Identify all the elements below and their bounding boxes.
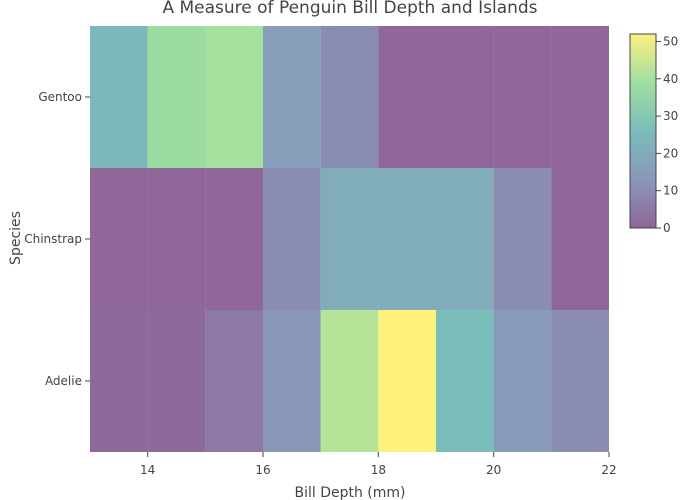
heatmap-cell <box>90 168 148 310</box>
x-tick-label: 16 <box>255 463 270 477</box>
colorbar-tick-label: 50 <box>663 34 678 48</box>
x-axis-label: Bill Depth (mm) <box>294 485 405 500</box>
heatmap-cell <box>147 26 206 168</box>
colorbar-gradient <box>629 33 657 229</box>
heatmap-cell <box>263 310 321 452</box>
colorbar-tick-label: 10 <box>663 184 678 198</box>
heatmap-cell <box>378 26 436 168</box>
heatmap-cell <box>263 168 321 310</box>
y-tick-label: Chinstrap <box>24 232 82 246</box>
heatmap-cell <box>436 26 494 168</box>
heatmap-cell <box>90 26 148 168</box>
colorbar-tick-label: 20 <box>663 146 678 160</box>
y-tick-label: Adelie <box>45 374 82 388</box>
heatmap-cell <box>205 168 263 310</box>
heatmap-cell <box>90 310 148 452</box>
x-tick-label: 14 <box>140 463 155 477</box>
x-axis: 14 16 18 20 22 <box>140 452 617 477</box>
y-axis-label: Species <box>8 211 24 265</box>
heatmap-cell <box>205 26 263 168</box>
heatmap-cell <box>551 310 609 452</box>
x-tick-label: 22 <box>601 463 616 477</box>
y-axis: Adelie Chinstrap Gentoo <box>24 90 90 388</box>
heatmap-cell <box>263 26 321 168</box>
heatmap-cell <box>320 310 379 452</box>
heatmap-cell <box>320 168 379 310</box>
y-tick-label: Gentoo <box>38 90 82 104</box>
heatmap-cell <box>493 310 552 452</box>
chart-title: A Measure of Penguin Bill Depth and Isla… <box>162 0 537 18</box>
colorbar-tick-label: 30 <box>663 109 678 123</box>
heatmap-cell <box>436 310 494 452</box>
heatmap-cell <box>320 26 379 168</box>
x-tick-label: 18 <box>371 463 386 477</box>
heatmap-cell <box>493 26 552 168</box>
heatmap-cell <box>147 310 206 452</box>
heatmap-cell <box>551 168 609 310</box>
heatmap-cell <box>493 168 552 310</box>
colorbar: 0 10 20 30 40 50 <box>629 33 678 235</box>
heatmap-cells <box>90 26 609 452</box>
heatmap-cell <box>378 310 436 452</box>
heatmap-cell <box>205 310 263 452</box>
heatmap-cell <box>551 26 609 168</box>
colorbar-tick-label: 0 <box>663 221 671 235</box>
heatmap-cell <box>147 168 206 310</box>
heatmap-cell <box>436 168 494 310</box>
heatmap-cell <box>378 168 436 310</box>
x-tick-label: 20 <box>486 463 501 477</box>
colorbar-tick-label: 40 <box>663 72 678 86</box>
